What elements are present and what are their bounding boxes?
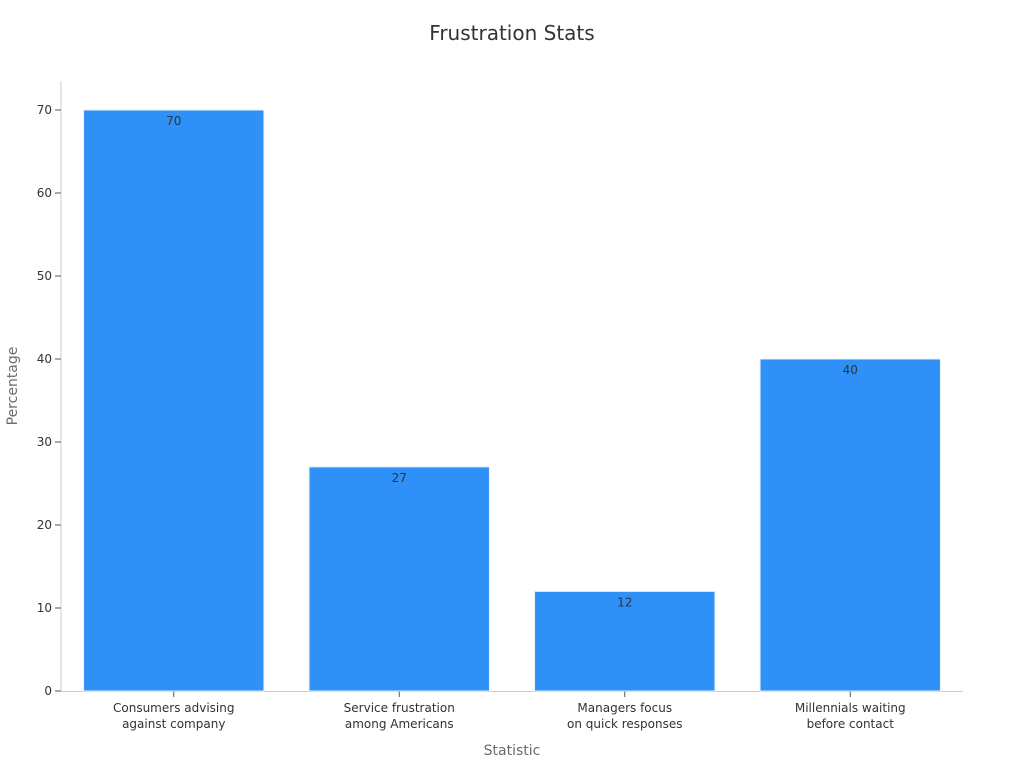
x-tick-label: Millennials waiting before contact	[795, 701, 906, 731]
bar	[534, 590, 716, 692]
y-tick-label: 0	[44, 684, 52, 698]
y-tick-label: 70	[37, 103, 52, 117]
bars	[83, 109, 941, 692]
bar-value-label: 27	[392, 471, 407, 485]
bar	[759, 358, 941, 692]
bar-value-label: 12	[617, 595, 632, 609]
bar	[83, 109, 265, 692]
x-tick-label: Service frustration among Americans	[344, 701, 455, 731]
x-tick-label: Managers focus on quick responses	[567, 701, 682, 731]
bar-value-label: 70	[166, 114, 181, 128]
bar-value-label: 40	[843, 363, 858, 377]
data-labels: 70 27 12 40	[166, 114, 858, 609]
y-tick-label: 50	[37, 269, 52, 283]
y-tick-label: 20	[37, 518, 52, 532]
x-axis-title: Statistic	[484, 743, 541, 759]
y-axis-title: Percentage	[5, 347, 21, 426]
y-tick-label: 60	[37, 186, 52, 200]
x-tick-label: Consumers advising against company	[113, 701, 234, 731]
bar	[308, 466, 490, 692]
chart-title: Frustration Stats	[429, 21, 594, 45]
y-tick-label: 30	[37, 435, 52, 449]
y-axis: 0 10 20 30 40 50 60 70	[37, 80, 62, 698]
x-axis: Consumers advising against company Service…	[61, 691, 963, 731]
y-tick-label: 40	[37, 352, 52, 366]
y-tick-label: 10	[37, 601, 52, 615]
